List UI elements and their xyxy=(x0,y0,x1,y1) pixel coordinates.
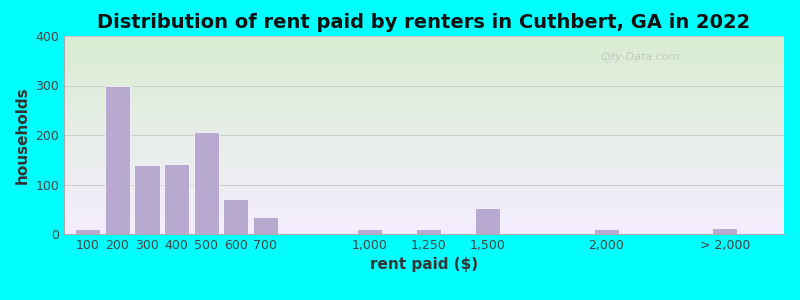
Y-axis label: households: households xyxy=(14,86,30,184)
Bar xyxy=(75,229,100,234)
Text: 🔍: 🔍 xyxy=(605,52,610,62)
Bar xyxy=(475,208,500,234)
Text: City-Data.com: City-Data.com xyxy=(600,52,680,62)
Bar xyxy=(594,229,619,234)
Title: Distribution of rent paid by renters in Cuthbert, GA in 2022: Distribution of rent paid by renters in … xyxy=(98,13,750,32)
Bar xyxy=(105,85,130,234)
Bar xyxy=(223,200,249,234)
Bar xyxy=(194,131,219,234)
Bar xyxy=(416,229,441,234)
Bar xyxy=(134,165,159,234)
X-axis label: rent paid ($): rent paid ($) xyxy=(370,257,478,272)
Bar xyxy=(357,229,382,234)
Bar xyxy=(712,228,738,234)
Bar xyxy=(253,217,278,234)
Bar xyxy=(164,164,189,234)
